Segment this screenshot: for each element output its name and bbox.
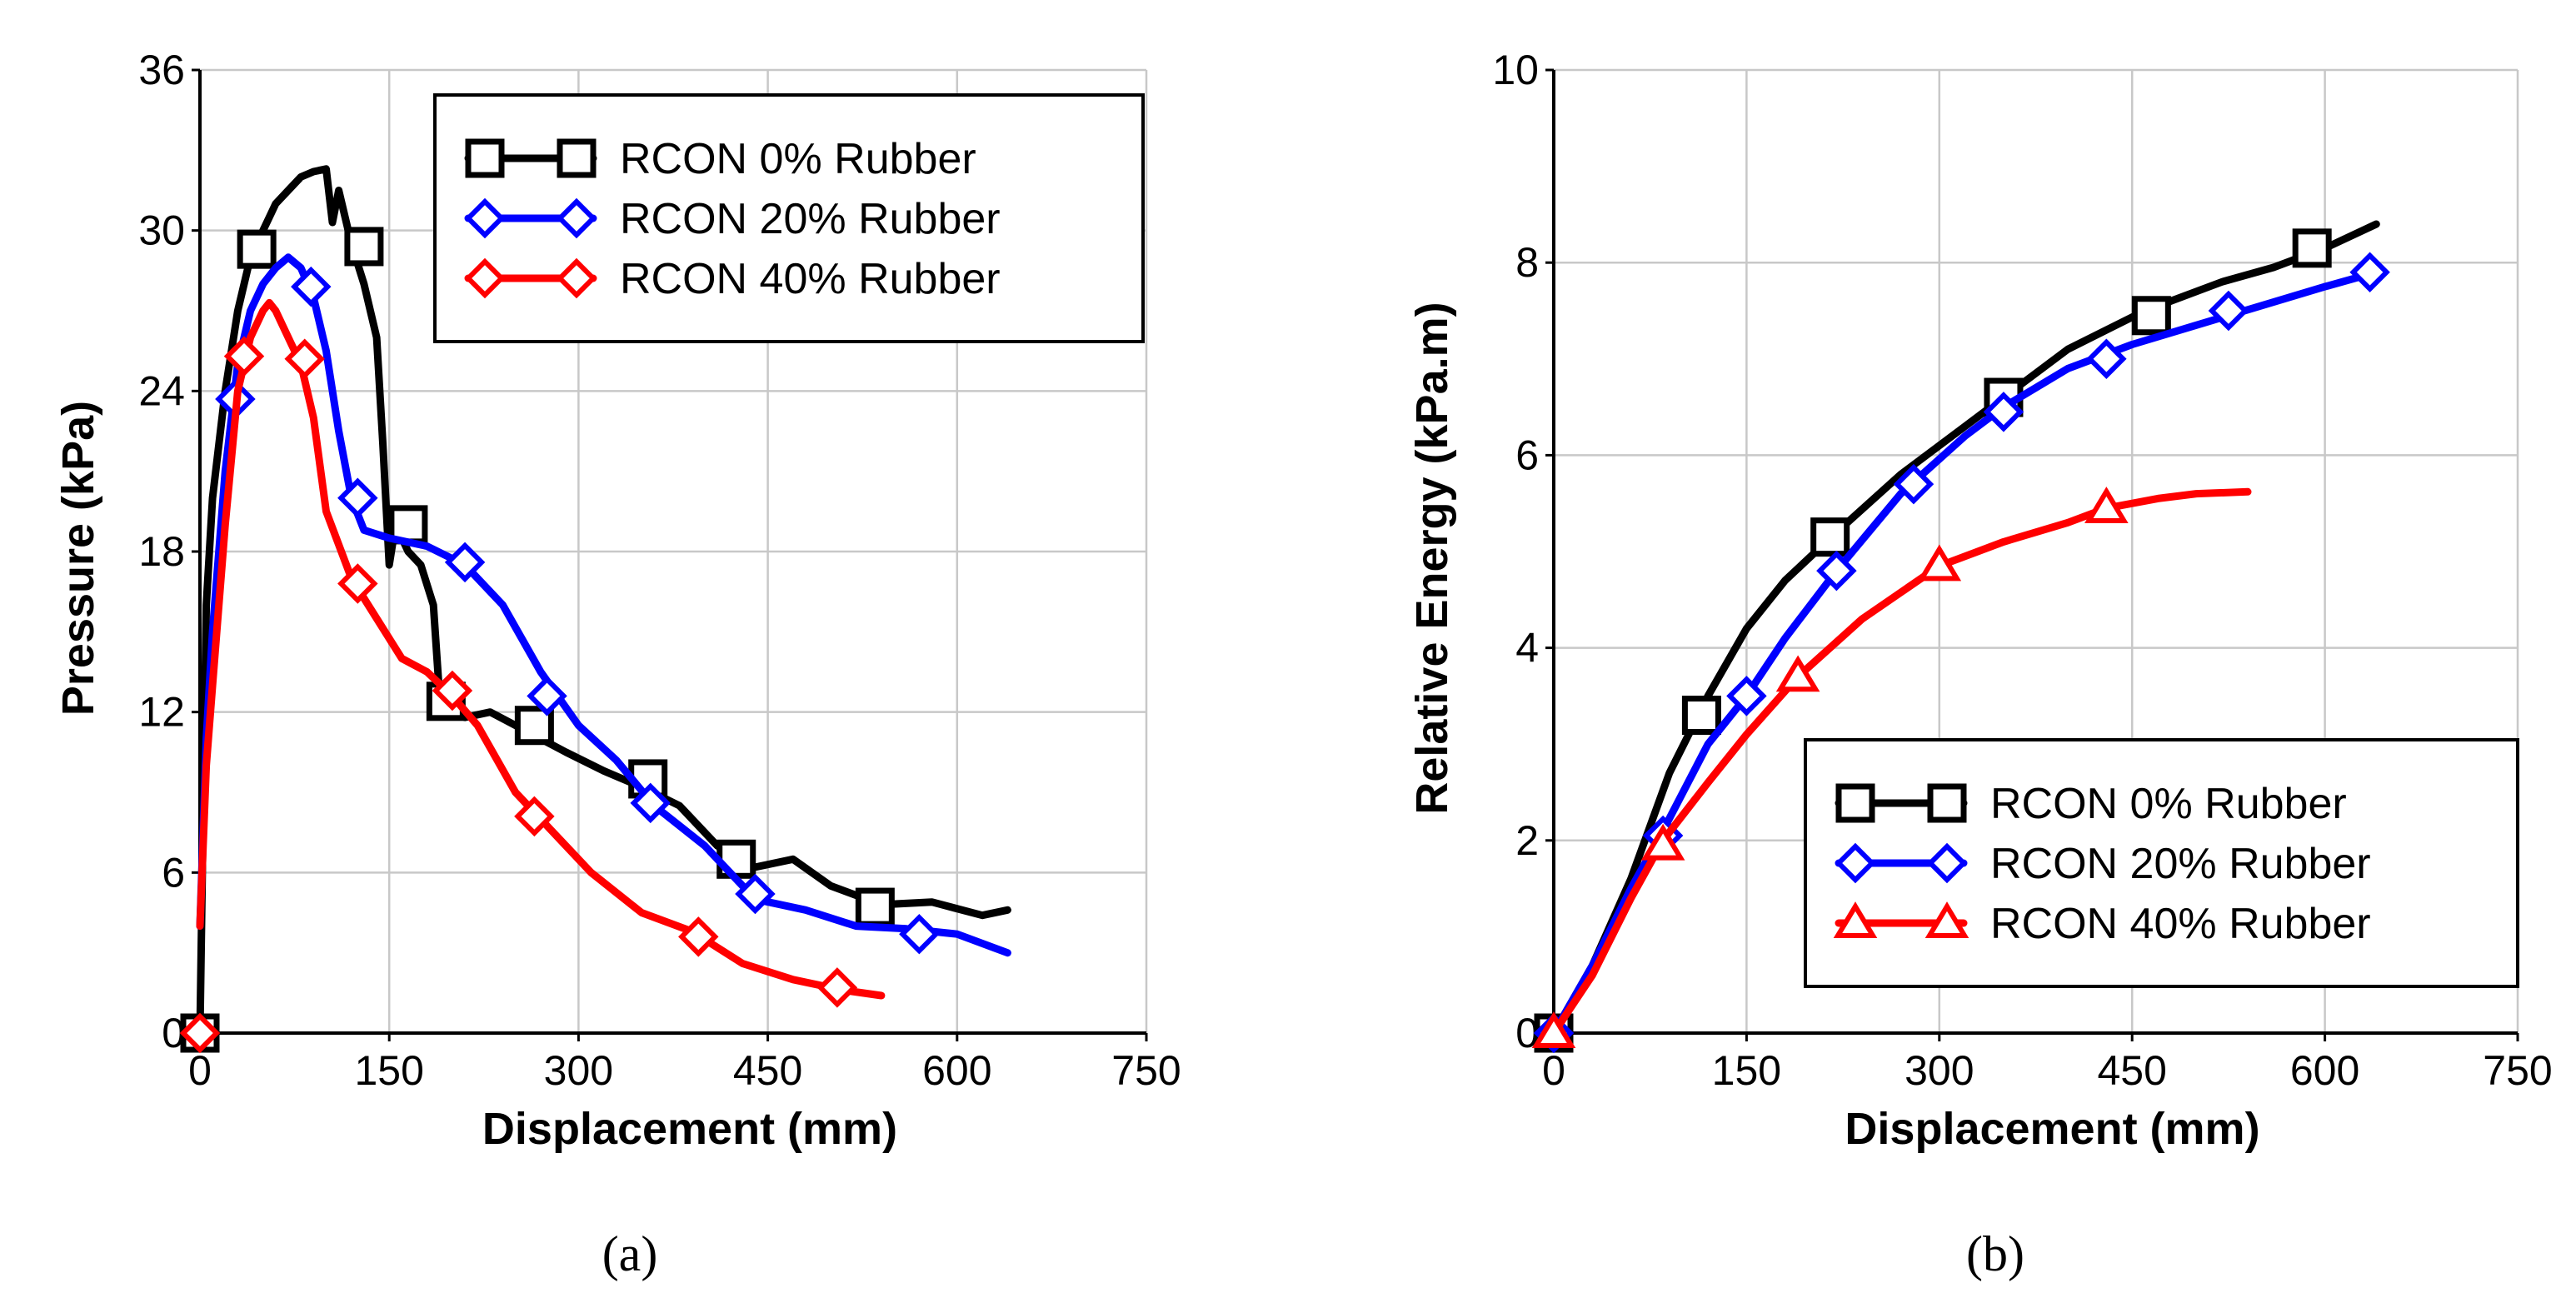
data-point <box>678 916 719 957</box>
data-point <box>337 477 378 519</box>
legend: RCON 0% Rubber RCON 20% Rubber RCON 40% Ru… <box>433 93 1145 343</box>
legend-marker <box>556 197 597 239</box>
data-point <box>2131 296 2171 336</box>
legend-label: RCON 0% Rubber <box>620 135 976 183</box>
panel-caption: (a) <box>602 1226 658 1281</box>
x-tick-label: 0 <box>1542 1047 1565 1094</box>
y-tick-label: 6 <box>1515 432 1539 478</box>
x-tick-label: 0 <box>188 1047 212 1094</box>
legend-marker <box>465 138 505 178</box>
legend-marker <box>1833 901 1878 938</box>
legend-marker <box>1926 842 1968 884</box>
data-point <box>2084 487 2129 523</box>
legend-label: RCON 0% Rubber <box>1990 780 2347 828</box>
data-point <box>514 796 555 837</box>
legend-marker <box>464 257 506 299</box>
data-point <box>2292 228 2332 268</box>
series-2 <box>1531 487 2252 1048</box>
data-point <box>899 913 940 955</box>
x-axis-title: Displacement (mm) <box>1845 1104 2259 1154</box>
x-tick-label: 600 <box>922 1047 991 1094</box>
data-point <box>284 338 325 380</box>
x-tick-label: 300 <box>544 1047 613 1094</box>
data-point <box>630 782 671 824</box>
data-point <box>179 1012 221 1054</box>
data-point <box>237 229 277 269</box>
legend-marker <box>1927 783 1967 823</box>
data-point <box>1531 1011 1576 1048</box>
x-tick-label: 300 <box>1905 1047 1974 1094</box>
legend-marker <box>1835 842 1876 884</box>
panel-caption: (b) <box>1966 1226 2024 1281</box>
legend-marker <box>556 257 597 299</box>
legend-label: RCON 20% Rubber <box>1990 840 2371 888</box>
x-tick-label: 750 <box>2483 1047 2552 1094</box>
series-2 <box>179 298 886 1054</box>
data-point <box>344 227 384 267</box>
y-tick-label: 10 <box>1492 47 1539 93</box>
data-point <box>735 873 776 915</box>
data-point <box>527 676 567 716</box>
y-tick-label: 4 <box>1515 625 1539 671</box>
legend-marker <box>557 138 597 178</box>
x-tick-label: 750 <box>1111 1047 1181 1094</box>
x-tick-label: 150 <box>1712 1047 1781 1094</box>
x-tick-label: 150 <box>354 1047 423 1094</box>
x-tick-label: 450 <box>2097 1047 2166 1094</box>
y-tick-label: 30 <box>138 207 185 254</box>
series-line <box>1550 487 2252 1037</box>
data-point <box>1816 550 1857 592</box>
panel-a: 0 150 300 450 600 750061218243036Displacement… <box>53 47 1181 1281</box>
data-point <box>1726 676 1767 716</box>
legend-marker <box>1925 901 1969 938</box>
data-point <box>291 266 332 307</box>
legend-marker <box>464 197 506 239</box>
y-tick-label: 8 <box>1515 239 1539 286</box>
legend-marker <box>1835 783 1875 823</box>
data-point <box>816 967 858 1008</box>
x-tick-label: 450 <box>733 1047 802 1094</box>
y-tick-label: 6 <box>162 849 185 896</box>
x-tick-label: 600 <box>2290 1047 2359 1094</box>
data-point <box>855 887 895 927</box>
data-point <box>337 563 378 604</box>
data-point <box>1893 463 1934 505</box>
data-point <box>2086 338 2127 380</box>
data-point <box>2208 290 2249 332</box>
data-point <box>1917 544 1962 582</box>
legend-label: RCON 40% Rubber <box>1990 900 2371 948</box>
series-line <box>1550 220 2380 1037</box>
y-tick-label: 36 <box>138 47 185 93</box>
series-line <box>196 298 886 1000</box>
data-point <box>1640 823 1685 861</box>
data-point <box>444 542 486 583</box>
data-point <box>2349 252 2390 293</box>
legend-label: RCON 40% Rubber <box>620 255 1001 303</box>
y-tick-label: 24 <box>138 367 185 414</box>
data-point <box>1681 696 1721 736</box>
legend-label: RCON 20% Rubber <box>620 195 1001 243</box>
data-point <box>1983 392 2024 432</box>
y-tick-label: 18 <box>138 528 185 575</box>
data-point <box>1810 517 1850 557</box>
data-point <box>223 336 265 377</box>
series-1 <box>196 253 1011 957</box>
y-axis-title: Relative Energy (kPa.m) <box>1407 302 1457 814</box>
data-point <box>432 670 473 711</box>
y-tick-label: 12 <box>138 689 185 736</box>
x-axis-title: Displacement (mm) <box>482 1104 897 1154</box>
legend: RCON 0% Rubber RCON 20% Rubber RCON 40% Ru… <box>1804 738 2519 988</box>
data-point <box>1775 655 1820 692</box>
y-tick-label: 2 <box>1515 817 1539 864</box>
y-axis-title: Pressure (kPa) <box>53 401 103 716</box>
